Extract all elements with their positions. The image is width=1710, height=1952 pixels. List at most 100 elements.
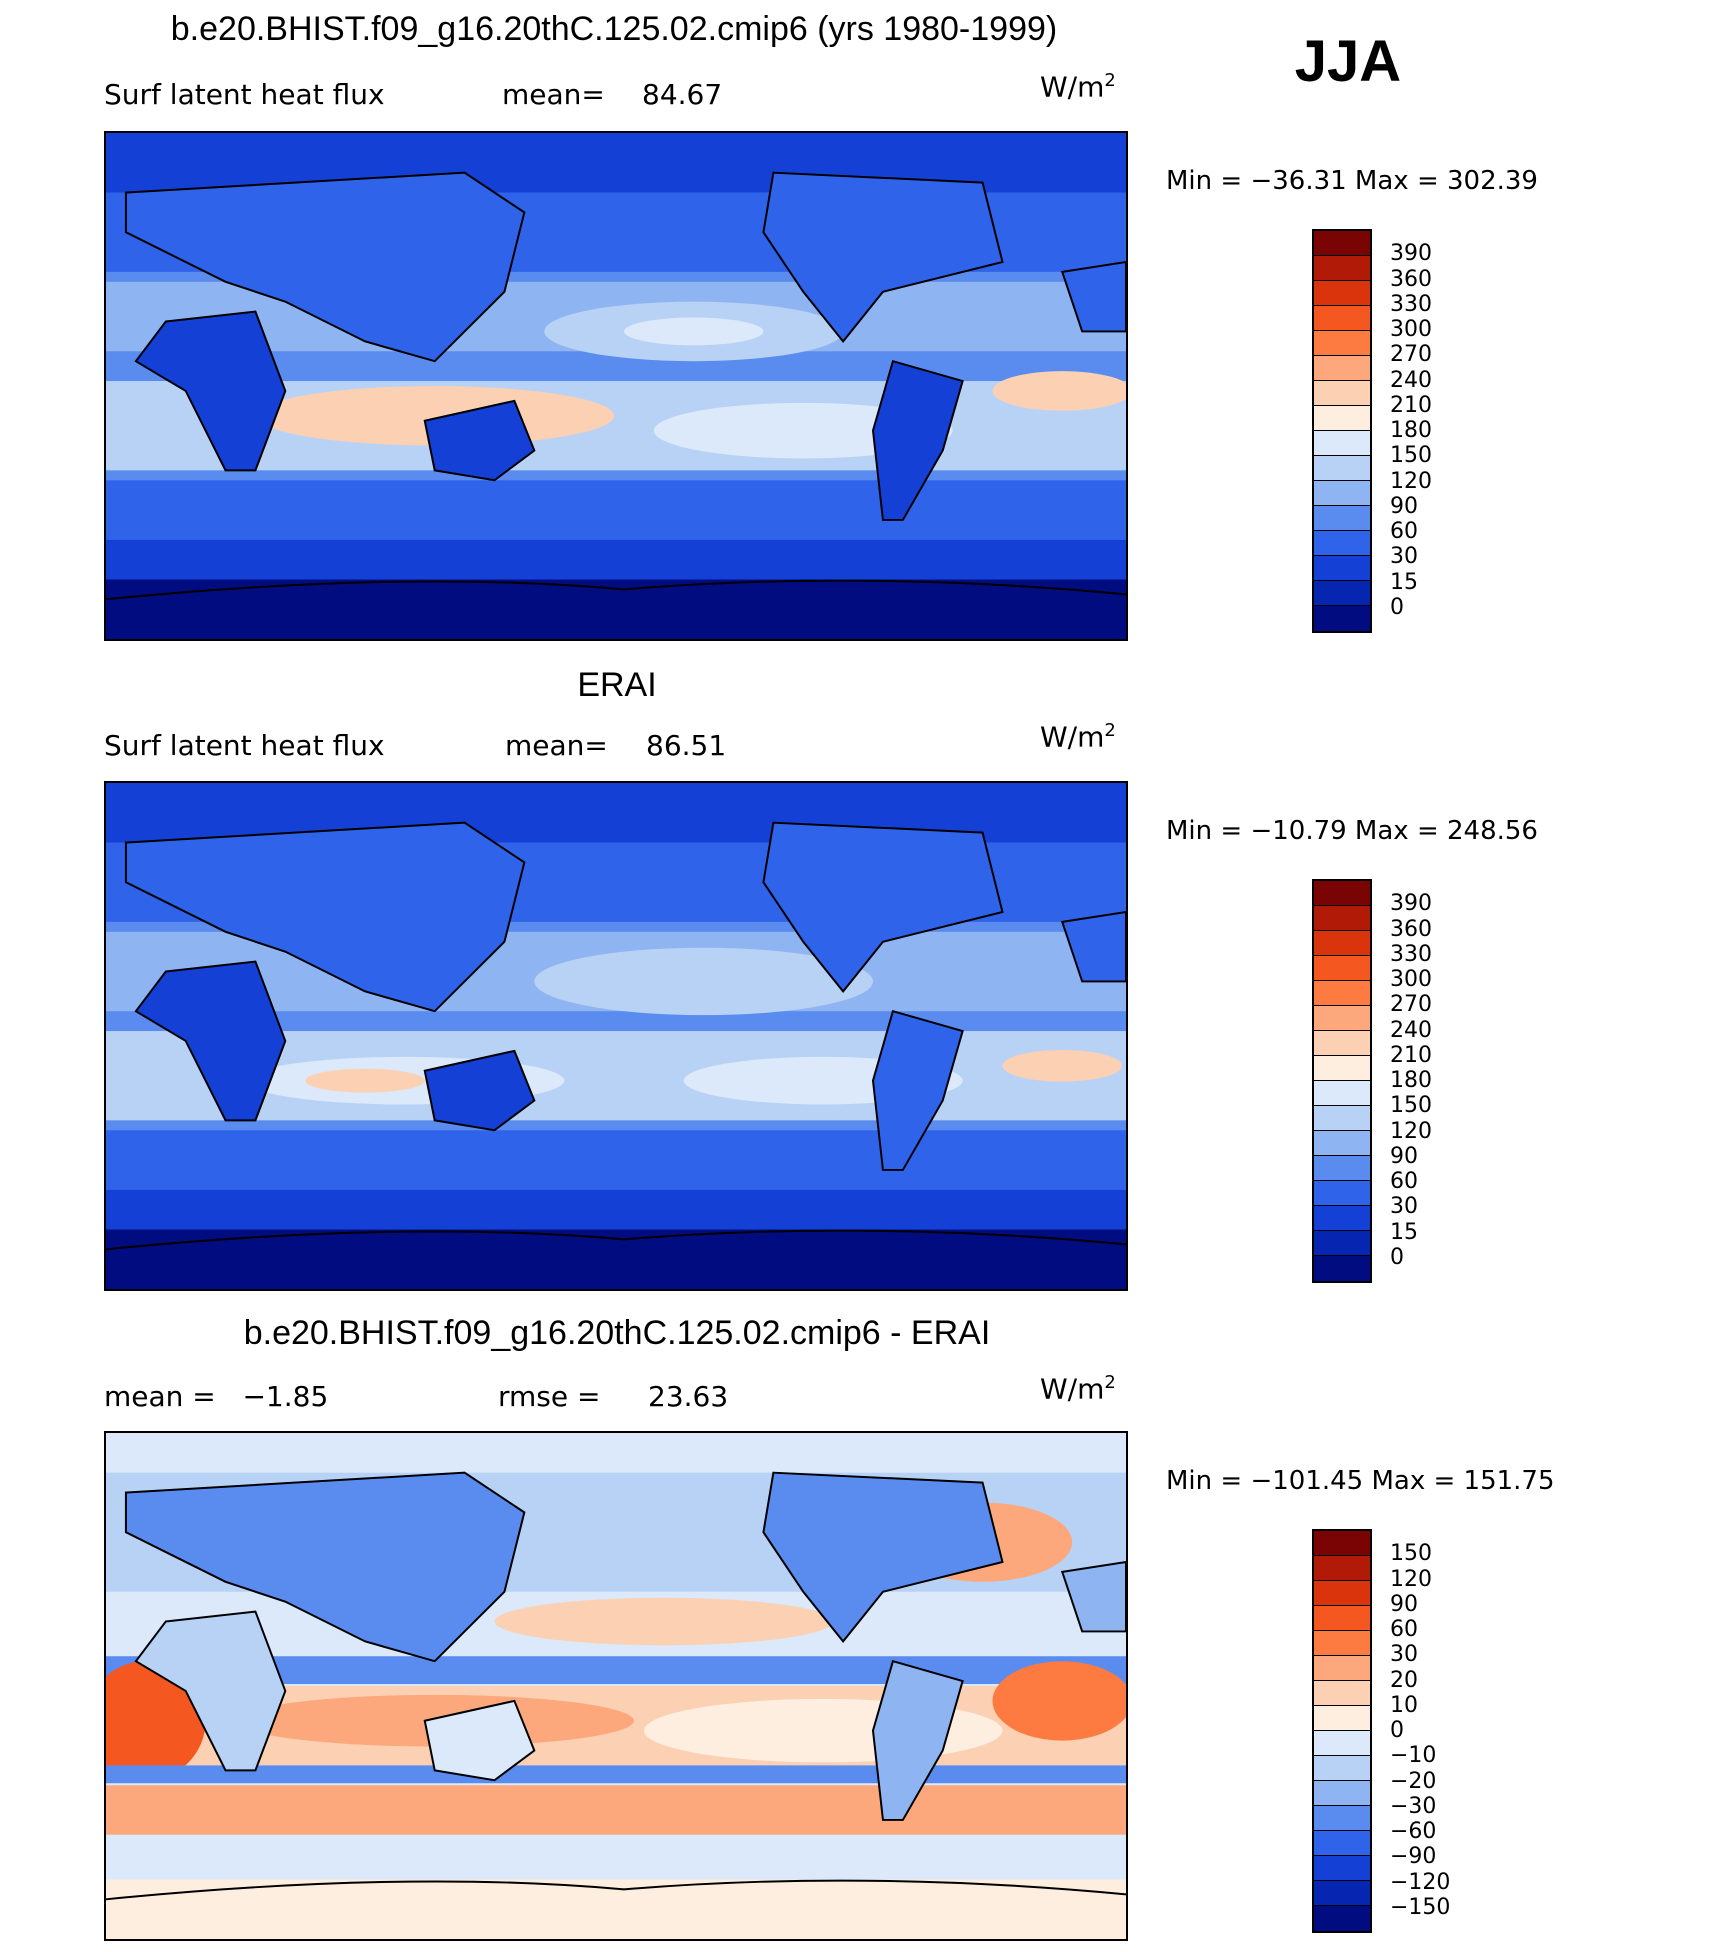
map-north-america — [762, 821, 1004, 993]
colorbar-tick-label: 300 — [1390, 967, 1432, 992]
map-diff-southern-band — [106, 1765, 1126, 1784]
colorbar-tick-label: 30 — [1390, 1642, 1418, 1668]
colorbar-swatch — [1314, 1056, 1370, 1081]
colorbar-swatch — [1314, 231, 1370, 256]
map-south-atlantic — [1002, 1049, 1123, 1082]
colorbar-tick-label: 240 — [1390, 1017, 1432, 1043]
colorbar-swatch — [1314, 906, 1370, 931]
panel-1-mean-label: mean= — [502, 78, 605, 111]
colorbar-swatch — [1314, 506, 1370, 531]
colorbar-swatch — [1314, 1181, 1370, 1206]
colorbar-swatch — [1314, 881, 1370, 906]
colorbar-swatch — [1314, 356, 1370, 381]
panel-1-colorbar — [1312, 229, 1372, 633]
colorbar-swatch — [1314, 1106, 1370, 1131]
map-eurasia — [124, 171, 526, 363]
colorbar-swatch — [1314, 281, 1370, 306]
colorbar-swatch — [1314, 406, 1370, 431]
panel-2-variable-label: Surf latent heat flux — [104, 729, 385, 762]
map-north-america — [762, 171, 1004, 343]
colorbar-tick-label: 120 — [1390, 468, 1432, 494]
panel-3-minmax: Min = −101.45 Max = 151.75 — [1166, 1466, 1555, 1496]
colorbar-swatch — [1314, 381, 1370, 406]
map-southern-ocean — [106, 480, 1126, 540]
map-diff-atlantic-east — [106, 1661, 206, 1781]
map-africa — [134, 310, 287, 472]
colorbar-swatch — [1314, 306, 1370, 331]
colorbar-swatch — [1314, 1531, 1370, 1556]
panel-2-minmax: Min = −10.79 Max = 248.56 — [1166, 816, 1538, 846]
colorbar-tick-label: 270 — [1390, 992, 1432, 1018]
panel-3-rmse-value: 23.63 — [648, 1380, 729, 1413]
panel-3-mean-label: mean = −1.85 — [104, 1380, 329, 1413]
colorbar-tick-label: 150 — [1390, 1541, 1432, 1567]
map-pacific-core — [623, 317, 764, 346]
map-southern-ocean-2 — [106, 1189, 1126, 1230]
panel-1-minmax: Min = −36.31 Max = 302.39 — [1166, 166, 1538, 196]
colorbar-swatch — [1314, 1231, 1370, 1256]
map-antarctic-coast — [106, 1229, 1126, 1251]
panel-2-map — [104, 781, 1128, 1291]
map-australia — [423, 1049, 536, 1132]
colorbar-tick-label: 0 — [1390, 594, 1404, 620]
colorbar-tick-label: −120 — [1390, 1869, 1451, 1895]
panel-3-units-exp: 2 — [1104, 1372, 1116, 1393]
colorbar-tick-label: 270 — [1390, 342, 1432, 368]
panel-3-map-svg — [106, 1433, 1126, 1939]
map-south-america — [871, 1009, 964, 1171]
colorbar-tick-label: 0 — [1390, 1244, 1404, 1270]
colorbar-tick-label: 210 — [1390, 1042, 1432, 1068]
colorbar-tick-label: 120 — [1390, 1118, 1432, 1144]
colorbar-swatch — [1314, 1781, 1370, 1806]
colorbar-tick-label: 15 — [1390, 1219, 1418, 1245]
colorbar-swatch — [1314, 1606, 1370, 1631]
colorbar-tick-label: 330 — [1390, 941, 1432, 967]
map-southern-ocean — [106, 1130, 1126, 1190]
panel-1-title: b.e20.BHIST.f09_g16.20thC.125.02.cmip6 (… — [170, 10, 1058, 48]
colorbar-tick-label: −150 — [1390, 1894, 1451, 1920]
panel-1-map-svg — [106, 133, 1126, 639]
colorbar-tick-label: 180 — [1390, 1068, 1432, 1093]
map-eurasia — [124, 821, 526, 1013]
map-north-america — [762, 1471, 1004, 1643]
panel-1-map — [104, 131, 1128, 641]
colorbar-swatch — [1314, 481, 1370, 506]
colorbar-tick-label: 360 — [1390, 916, 1432, 942]
colorbar-swatch — [1314, 531, 1370, 556]
colorbar-tick-label: 390 — [1390, 891, 1432, 917]
colorbar-swatch — [1314, 1156, 1370, 1181]
map-indian-ocean-warm — [305, 1068, 425, 1093]
colorbar-swatch — [1314, 1731, 1370, 1756]
map-south-america — [871, 1659, 964, 1821]
colorbar-tick-label: −90 — [1390, 1844, 1437, 1870]
colorbar-tick-label: 60 — [1390, 1169, 1418, 1194]
colorbar-tick-label: 210 — [1390, 392, 1432, 418]
map-southern-ocean-2 — [106, 539, 1126, 580]
colorbar-tick-label: 180 — [1390, 418, 1432, 443]
panel-2-title: ERAI — [577, 666, 657, 704]
panel-3-rmse-label: rmse = — [498, 1380, 601, 1413]
panel-3-units: W/m2 — [1040, 1372, 1116, 1405]
map-antarctic-coast — [106, 579, 1126, 601]
colorbar-swatch — [1314, 1856, 1370, 1881]
map-europe-east — [1060, 260, 1126, 333]
colorbar-swatch — [1314, 1756, 1370, 1781]
panel-2-units-exp: 2 — [1104, 720, 1116, 741]
map-pacific-high — [534, 947, 873, 1016]
colorbar-swatch — [1314, 1881, 1370, 1906]
colorbar-swatch — [1314, 1556, 1370, 1581]
colorbar-swatch — [1314, 556, 1370, 581]
map-australia — [423, 399, 536, 482]
colorbar-swatch — [1314, 581, 1370, 606]
colorbar-swatch — [1314, 606, 1370, 631]
colorbar-tick-label: −60 — [1390, 1819, 1437, 1844]
colorbar-tick-label: 90 — [1390, 1143, 1418, 1169]
colorbar-tick-label: 90 — [1390, 493, 1418, 519]
colorbar-swatch — [1314, 1206, 1370, 1231]
colorbar-tick-label: 0 — [1390, 1718, 1404, 1743]
colorbar-swatch — [1314, 1681, 1370, 1706]
map-eurasia — [124, 1471, 526, 1663]
colorbar-tick-label: 120 — [1390, 1566, 1432, 1592]
map-diff-southern-ocean — [106, 1785, 1126, 1835]
colorbar-tick-label: 360 — [1390, 266, 1432, 292]
